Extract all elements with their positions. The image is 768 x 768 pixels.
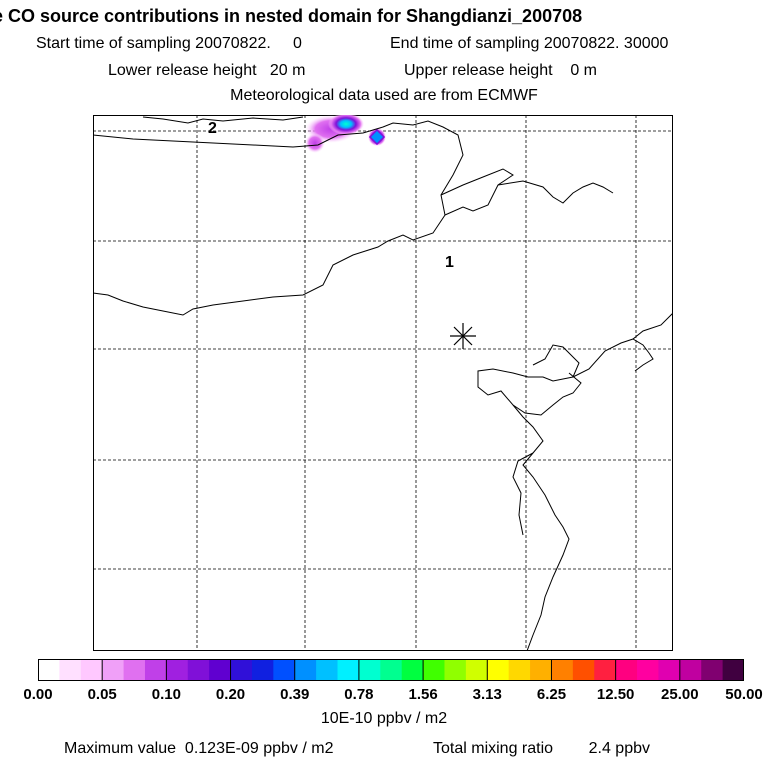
color-swatch xyxy=(637,659,659,681)
color-swatch xyxy=(230,659,253,681)
color-swatch xyxy=(316,659,339,681)
colorbar-tick-label: 25.00 xyxy=(661,686,699,703)
colorbar-tick-label: 0.10 xyxy=(151,686,181,703)
color-swatch xyxy=(294,659,317,681)
colorbar-tick-label: 0.20 xyxy=(215,686,246,703)
co-plume xyxy=(305,115,386,153)
color-swatch xyxy=(658,659,681,681)
map-frame xyxy=(93,115,673,651)
color-swatch xyxy=(337,659,360,681)
color-swatch xyxy=(358,659,381,681)
color-swatch xyxy=(444,659,467,681)
color-swatch xyxy=(59,659,82,681)
color-swatch xyxy=(530,659,552,681)
colorbar-tick-label: 0.78 xyxy=(344,686,374,703)
colorbar-tick-label: 50.00 xyxy=(725,686,763,703)
color-swatch xyxy=(594,659,617,681)
color-swatch xyxy=(615,659,638,681)
color-swatch xyxy=(551,659,574,681)
color-swatch xyxy=(123,659,146,681)
legend-units: 10E-10 ppbv / m2 xyxy=(320,710,448,727)
color-swatch xyxy=(465,659,488,681)
upper-release-height: Upper release height 0 m xyxy=(404,62,597,79)
color-swatch xyxy=(508,659,531,681)
colorbar-tick-label: 1.56 xyxy=(408,686,438,703)
color-swatch xyxy=(423,659,445,681)
color-swatch xyxy=(722,659,744,681)
color-swatch xyxy=(166,659,189,681)
region-label-1: 1 xyxy=(445,254,454,271)
map-panel: 2 1 xyxy=(93,115,673,651)
color-swatch xyxy=(401,659,424,681)
color-swatch xyxy=(38,659,60,681)
color-swatch xyxy=(679,659,702,681)
total-mixing-ratio: Total mixing ratio 2.4 ppbv xyxy=(433,740,650,757)
colorbar-tick-label: 3.13 xyxy=(472,686,502,703)
color-swatch xyxy=(487,659,510,681)
end-time-label: End time of sampling 20070822. 30000 xyxy=(390,35,669,52)
color-swatch xyxy=(80,659,103,681)
color-swatch xyxy=(209,659,232,681)
start-time-value: 0 xyxy=(293,35,302,52)
color-swatch xyxy=(251,659,274,681)
colorbar-tick-label: 0.05 xyxy=(87,686,117,703)
color-swatch xyxy=(187,659,210,681)
colorbar-tick-label: 0.39 xyxy=(280,686,310,703)
star-icon xyxy=(450,323,476,349)
color-swatch xyxy=(701,659,724,681)
color-scale-bar xyxy=(38,659,744,681)
start-time-label: Start time of sampling 20070822. 0 xyxy=(36,35,302,52)
region-label-2: 2 xyxy=(208,120,217,137)
maximum-value: Maximum value 0.123E-09 ppbv / m2 xyxy=(64,740,334,757)
colorbar-tick-label: 6.25 xyxy=(536,686,567,703)
colorbar-frame xyxy=(38,659,744,681)
lower-release-height: Lower release height 20 m xyxy=(108,62,306,79)
color-swatch xyxy=(273,659,296,681)
color-swatch xyxy=(380,659,403,681)
color-swatch xyxy=(572,659,595,681)
colorbar-tick-label: 12.50 xyxy=(596,686,635,703)
color-swatch xyxy=(144,659,167,681)
color-swatch xyxy=(102,659,125,681)
colorbar-tick-label: 0.00 xyxy=(23,686,53,703)
met-data-note: Meteorological data used are from ECMWF xyxy=(230,87,538,104)
coastline xyxy=(93,116,673,651)
